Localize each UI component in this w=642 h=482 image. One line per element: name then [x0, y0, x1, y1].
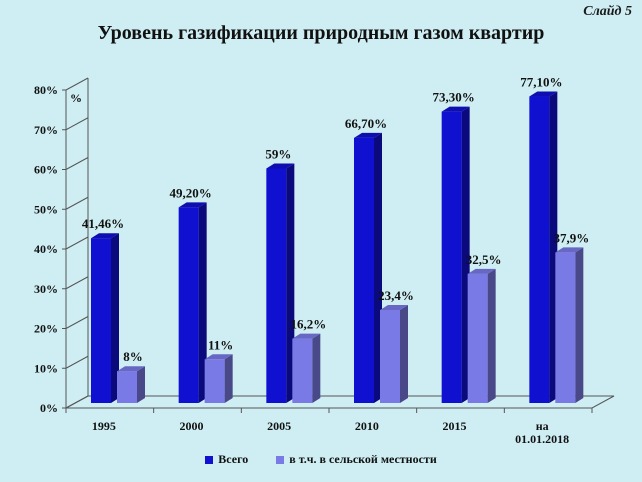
legend-label-rural: в т.ч. в сельской местности — [289, 452, 437, 466]
bar-side — [137, 366, 145, 403]
bar-top — [204, 354, 233, 360]
bar-side — [487, 268, 496, 403]
bar-rural — [555, 252, 576, 403]
y-tick-label: 50% — [34, 202, 58, 216]
data-label-rural: 32,5% — [466, 252, 502, 267]
bar-total — [266, 168, 287, 403]
bar-rural — [380, 309, 400, 403]
y-tick-label: 30% — [34, 282, 58, 296]
bar-rural — [204, 359, 225, 403]
bar-top — [354, 132, 382, 138]
bar-side — [312, 333, 321, 403]
x-tick-label: 1995 — [92, 419, 116, 433]
y-tick-label: 80% — [34, 83, 58, 97]
x-tick-label: 2010 — [355, 419, 379, 433]
y-tick-diagonal — [65, 316, 89, 329]
legend-swatch-rural — [276, 455, 285, 464]
y-tick-diagonal — [65, 276, 89, 290]
bar-total — [91, 238, 111, 403]
legend-label-total: Всего — [218, 452, 249, 466]
bar-top — [292, 333, 321, 339]
bar-total — [178, 207, 199, 403]
data-label-total: 66,70% — [345, 116, 387, 131]
legend-swatch-total — [205, 455, 214, 464]
y-tick-label: 10% — [34, 361, 58, 375]
y-tick-label: 20% — [34, 322, 58, 336]
bar-side — [198, 202, 207, 403]
x-tick-label: 2005 — [267, 419, 291, 433]
bar-total — [441, 111, 462, 403]
bar-top — [380, 304, 408, 310]
data-label-rural: 23,4% — [378, 288, 414, 303]
bar-side — [400, 304, 408, 403]
bar-top — [441, 106, 470, 112]
bar-rural — [467, 273, 488, 403]
bar-top — [266, 163, 295, 169]
chart-legend: Всего в т.ч. в сельской местности — [0, 452, 642, 467]
y-tick-diagonal — [65, 395, 89, 409]
x-tick-label: на — [536, 419, 549, 433]
bar-top — [178, 202, 207, 208]
y-tick-diagonal — [65, 355, 89, 369]
bar-top — [117, 366, 145, 372]
bar-side — [575, 247, 584, 403]
y-tick-diagonal — [65, 117, 89, 131]
bar-rural — [117, 371, 137, 403]
y-tick-label: 0% — [40, 401, 58, 415]
bar-top — [467, 268, 496, 274]
data-label-rural: 37,9% — [553, 230, 589, 245]
data-label-total: 59% — [265, 146, 291, 161]
x-tick-label: 01.01.2018 — [515, 432, 569, 446]
y-tick-diagonal — [65, 196, 89, 210]
data-label-total: 77,10% — [520, 75, 562, 90]
data-label-total: 41,46% — [82, 216, 124, 231]
bar-side — [111, 233, 119, 403]
bar-total — [529, 96, 550, 403]
bar-total — [354, 137, 374, 403]
bar-top — [529, 91, 558, 97]
y-tick-diagonal — [65, 236, 89, 250]
data-label-rural: 11% — [208, 337, 233, 352]
y-axis-unit-label: % — [70, 91, 82, 105]
x-tick-label: 2015 — [443, 419, 467, 433]
data-label-rural: 16,2% — [290, 317, 326, 332]
bar-top — [91, 233, 119, 239]
y-tick-label: 40% — [34, 242, 58, 256]
data-label-rural: 8% — [123, 349, 143, 364]
data-label-total: 49,20% — [170, 185, 212, 200]
y-tick-label: 60% — [34, 163, 58, 177]
bar-top — [555, 247, 584, 253]
bar-rural — [292, 338, 313, 403]
x-tick-label: 2000 — [180, 419, 204, 433]
bar-side — [224, 354, 233, 403]
data-label-total: 73,30% — [433, 90, 475, 105]
y-tick-diagonal — [65, 77, 89, 91]
chart-title: Уровень газификации природным газом квар… — [97, 22, 545, 44]
legend-item-total: Всего — [205, 452, 248, 467]
slide-number-label: Слайд 5 — [583, 4, 632, 19]
y-tick-diagonal — [65, 157, 89, 170]
legend-item-rural: в т.ч. в сельской местности — [276, 452, 437, 467]
y-tick-label: 70% — [34, 123, 58, 137]
